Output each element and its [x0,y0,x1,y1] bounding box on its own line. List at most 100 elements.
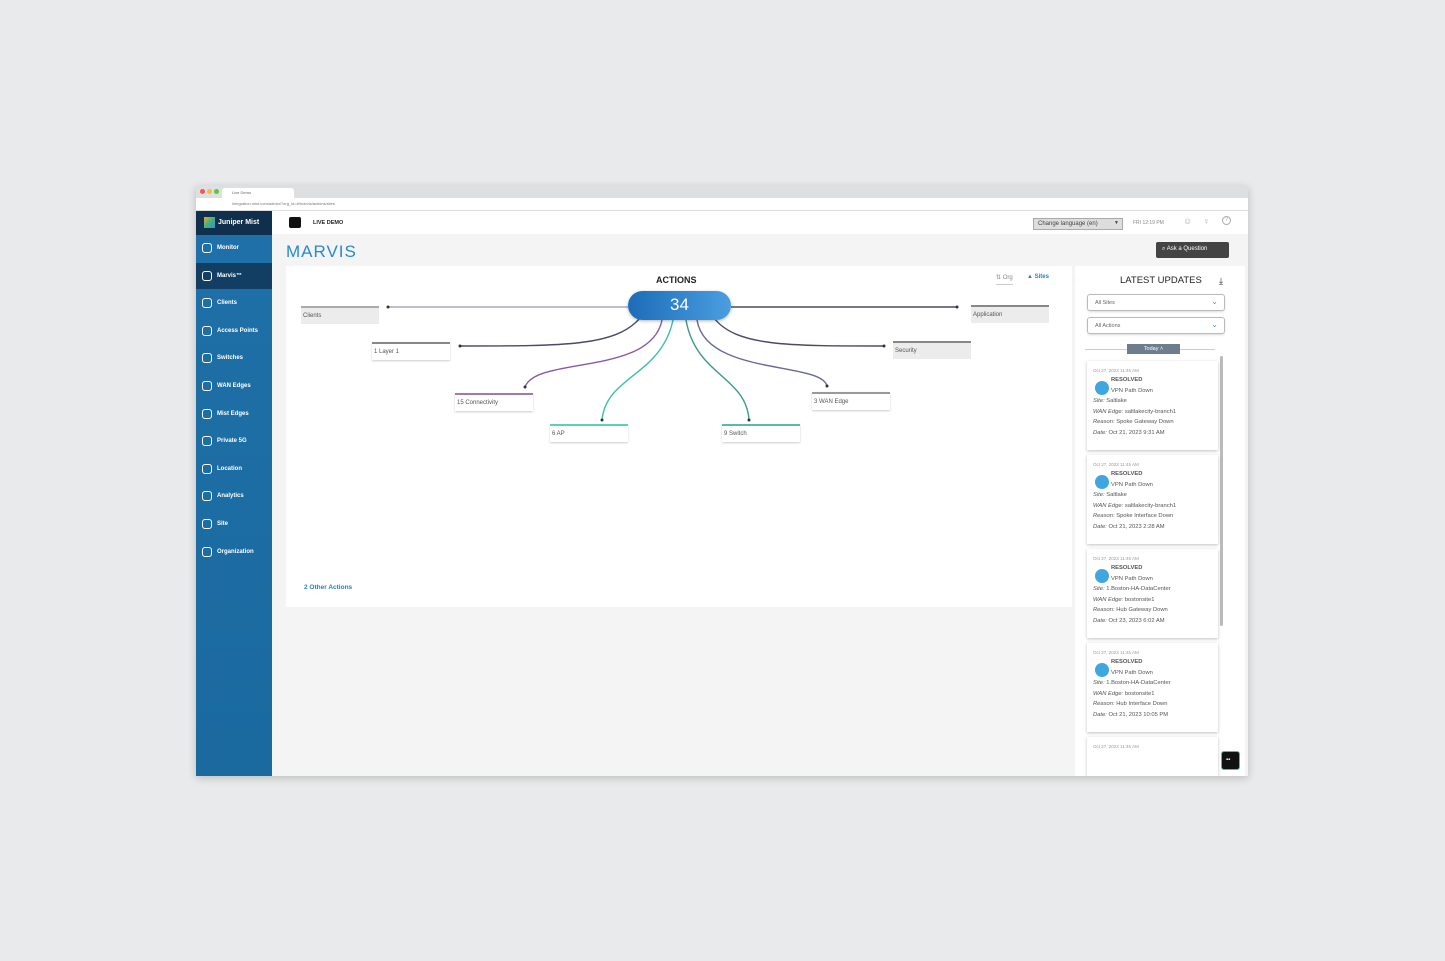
action-filter-select[interactable]: All Actions ⌄ [1087,317,1225,334]
org-icon: ⇅ [996,275,1003,281]
link-security [713,317,885,347]
sidebar-item-analytics[interactable]: Analytics [196,483,272,509]
other-actions-link[interactable]: 2 Other Actions [304,584,353,591]
actions-diagram [386,305,959,422]
update-card[interactable]: Oct 27, 2023 11:45 AM [1087,737,1218,776]
sidebar-item-mist-edges[interactable]: Mist Edges [196,401,272,427]
help-icon[interactable]: ? [1222,216,1231,225]
node-ap[interactable]: 6 AP [550,424,628,442]
wan-edge-label: WAN Edge: [1093,596,1124,603]
node-clients[interactable]: Clients [301,306,379,324]
download-icon[interactable]: ⤓ [1219,276,1223,286]
updates-title: LATEST UPDATES [1120,275,1202,286]
sidebar-item-organization[interactable]: Organization [196,539,272,565]
address-bar[interactable]: integration.mist.com/admin/?org_id=#!mar… [196,198,1248,211]
node-application[interactable]: Application [971,305,1049,323]
sidebar-item-label: Private 5G [217,438,247,445]
node-switch[interactable]: 9 Switch [722,424,800,442]
wan-edge-icon [1095,569,1109,583]
ask-question-button[interactable]: ⌕ Ask a Question [1156,242,1229,258]
mist-edge-icon [202,408,212,419]
sidebar-item-location[interactable]: Location [196,456,272,482]
chevron-down-icon: ⌄ [1211,297,1218,306]
update-reason: Spoke Gateway Down [1116,419,1174,426]
sidebar-item-access-points[interactable]: Access Points [196,318,272,344]
ask-question-label: Ask a Question [1166,246,1208,252]
today-group-toggle[interactable]: Today ˄ [1127,344,1180,354]
update-status: RESOLVED [1111,377,1143,383]
caret-down-icon: ▼ [1114,220,1119,226]
brand-name: Juniper Mist [218,219,260,226]
reason-label: Reason: [1093,513,1115,520]
brand-logo[interactable]: Juniper Mist [196,211,272,235]
date-label: Date: [1093,617,1107,624]
node-connectivity[interactable]: 15 Connectivity [455,393,533,411]
update-date: Oct 23, 2023 6:02 AM [1108,617,1165,624]
language-value: Change language (en) [1038,221,1098,227]
update-reason: Hub Gateway Down [1116,607,1168,614]
org-label[interactable]: LIVE DEMO [313,220,344,226]
site-filter-select[interactable]: All Sites ⌄ [1087,294,1225,311]
page-title: MARVIS [286,242,357,261]
update-event: VPN Path Down [1111,575,1153,582]
private-5g-icon [202,436,212,447]
update-card[interactable]: Oct 27, 2023 11:45 AM RESOLVED VPN Path Do… [1087,549,1218,638]
browser-window: Live Demo integration.mist.com/admin/?or… [196,186,1248,776]
maximize-window-icon[interactable] [214,189,219,194]
sidebar-item-wan-edges[interactable]: WAN Edges [196,373,272,399]
reason-label: Reason: [1093,607,1115,614]
total-actions-bubble[interactable]: 34 [628,291,731,320]
scrollbar[interactable] [1220,356,1223,626]
sidebar-item-marvis[interactable]: Marvis™ [196,262,272,289]
language-select[interactable]: Change language (en) ▼ [1033,218,1123,230]
sidebar-item-label: Marvis™ [217,272,243,279]
update-reason: Hub Interface Down [1116,701,1168,708]
lightbulb-icon[interactable]: ♀ [1203,216,1210,226]
analytics-icon [202,491,212,502]
sidebar-item-monitor[interactable]: Monitor [196,235,272,261]
sidebar-item-label: WAN Edges [217,383,251,389]
search-icon: ⌕ [1162,246,1167,252]
sites-toggle[interactable]: ▲ Sites [1027,274,1049,280]
wan-edge-label: WAN Edge: [1093,690,1124,697]
actions-card: ACTIONS ⇅ Org ▲ Sites 34 Clients 1 Layer… [286,266,1072,607]
site-label: Site: [1093,680,1105,687]
wan-edge-icon [1095,475,1109,489]
node-security[interactable]: Security [893,341,971,359]
update-timestamp: Oct 27, 2023 11:45 AM [1093,462,1139,467]
update-card[interactable]: Oct 27, 2023 11:45 AM RESOLVED VPN Path Do… [1087,643,1218,732]
close-window-icon[interactable] [200,189,205,194]
sidebar-item-clients[interactable]: Clients [196,290,272,316]
chat-widget-button[interactable]: ▪▪ [1221,751,1240,770]
node-wan-edge[interactable]: 3 WAN Edge [812,392,890,410]
org-toggle[interactable]: ⇅ Org [996,274,1013,285]
url-text[interactable]: integration.mist.com/admin/?org_id=#!mar… [232,201,335,206]
chevron-up-icon: ˄ [1160,346,1164,352]
update-wan-edge: bostonsite1 [1124,596,1155,603]
update-wan-edge: bostonsite1 [1124,690,1155,697]
wan-edge-icon [202,381,212,391]
update-status: RESOLVED [1111,471,1143,477]
site-label: Site: [1093,398,1105,405]
node-layer1[interactable]: 1 Layer 1 [372,342,450,360]
sidebar-item-switches[interactable]: Switches [196,345,272,371]
sidebar-item-label: Mist Edges [217,410,249,417]
date-label: Date: [1093,711,1107,718]
sidebar-item-label: Location [217,465,242,472]
tab-bar: Live Demo [196,186,1248,198]
update-status: RESOLVED [1111,659,1143,665]
update-card[interactable]: Oct 27, 2023 11:45 AM RESOLVED VPN Path Do… [1087,455,1218,544]
actions-title: ACTIONS [656,275,697,285]
sidebar-item-site[interactable]: Site [196,511,272,537]
browser-tab[interactable]: Live Demo [222,188,294,198]
sidebar-item-private-5g[interactable]: Private 5G [196,428,272,454]
sidebar-item-label: Site [217,521,229,527]
minimize-window-icon[interactable] [207,189,212,194]
user-icon[interactable]: ☺ [1183,216,1193,226]
update-date: Oct 21, 2023 2:28 AM [1108,523,1165,530]
sidebar-item-label: Organization [217,548,254,555]
update-card[interactable]: Oct 27, 2023 11:45 AM RESOLVED VPN Path Do… [1087,361,1218,450]
update-timestamp: Oct 27, 2023 11:45 AM [1093,744,1139,749]
sites-toggle-label: Sites [1034,274,1049,280]
reason-label: Reason: [1093,701,1115,708]
